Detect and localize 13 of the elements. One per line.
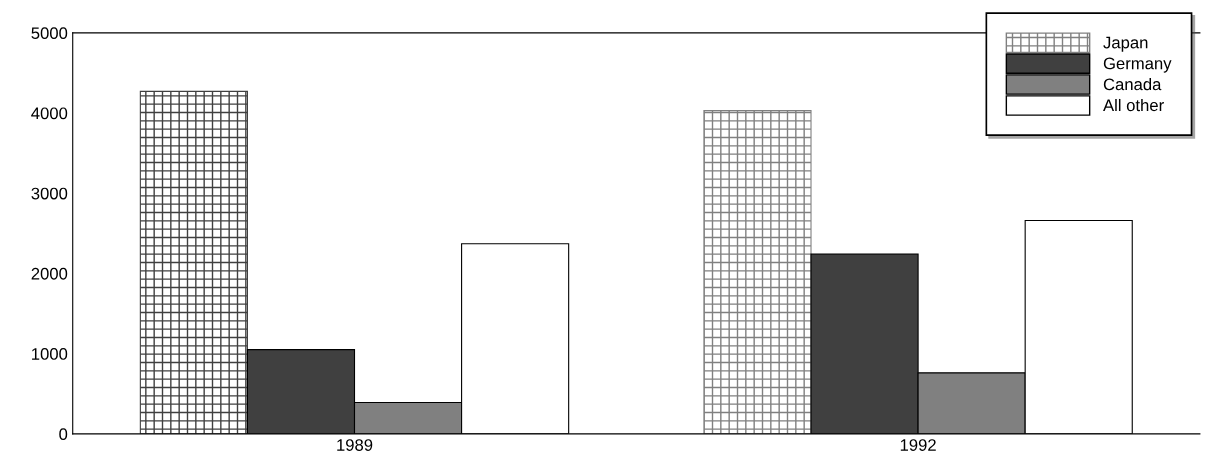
x-tick-label: 1992 bbox=[900, 439, 936, 451]
y-tick-label: 3000 bbox=[31, 187, 68, 200]
x-tick-label: 1989 bbox=[337, 439, 373, 451]
legend-label: Germany bbox=[1103, 57, 1172, 73]
bar bbox=[703, 110, 812, 434]
legend-label: All other bbox=[1103, 98, 1164, 112]
legend-label: Canada bbox=[1103, 78, 1162, 91]
y-tick-label: 0 bbox=[59, 428, 68, 441]
legend-label: Japan bbox=[1103, 36, 1148, 52]
y-tick-label: 1000 bbox=[32, 348, 68, 360]
y-tick-label: 5000 bbox=[31, 27, 68, 40]
y-tick-label: 2000 bbox=[31, 267, 68, 280]
y-tick-label: 4000 bbox=[31, 107, 68, 120]
